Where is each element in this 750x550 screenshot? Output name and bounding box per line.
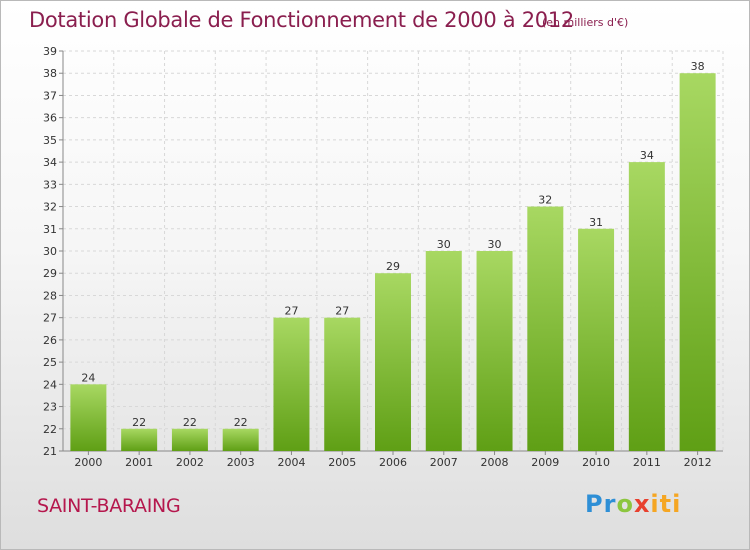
y-tick-label: 30 [43, 245, 57, 258]
bar [121, 428, 158, 451]
value-label: 30 [437, 238, 451, 251]
value-labels: 24 22 22 22 27 27 29 30 30 32 31 34 38 [81, 60, 704, 429]
x-tick-label: 2007 [430, 456, 458, 469]
bar [324, 317, 361, 451]
value-label: 31 [589, 216, 603, 229]
value-label: 30 [488, 238, 502, 251]
bar [679, 73, 716, 451]
x-tick-label: 2008 [481, 456, 509, 469]
bar [527, 206, 564, 451]
y-tick-label: 36 [43, 112, 57, 125]
x-tick-label: 2002 [176, 456, 204, 469]
value-label: 22 [183, 416, 197, 429]
x-tick-label: 2004 [277, 456, 305, 469]
value-label: 34 [640, 149, 654, 162]
y-tick-label: 32 [43, 201, 57, 214]
x-tick-label: 2009 [531, 456, 559, 469]
y-tick-label: 31 [43, 223, 57, 236]
y-tick-label: 24 [43, 378, 57, 391]
bar [222, 428, 259, 451]
bar [273, 317, 310, 451]
bar [425, 251, 462, 451]
y-tick-label: 22 [43, 423, 57, 436]
proxiti-logo: Proxiti [585, 490, 682, 518]
value-label: 32 [538, 194, 552, 207]
value-label: 24 [81, 371, 95, 384]
x-tick-label: 2005 [328, 456, 356, 469]
value-label: 29 [386, 260, 400, 273]
y-tick-label: 25 [43, 356, 57, 369]
y-tick-label: 37 [43, 89, 57, 102]
y-tick-label: 29 [43, 267, 57, 280]
y-tick-label: 21 [43, 445, 57, 458]
x-tick-labels: 2000 2001 2002 2003 2004 2005 2006 2007 2008 2009… [74, 456, 711, 469]
value-label: 22 [234, 416, 248, 429]
value-label: 22 [132, 416, 146, 429]
bar [171, 428, 208, 451]
bars [70, 73, 716, 451]
y-tick-label: 35 [43, 134, 57, 147]
value-label: 27 [284, 305, 298, 318]
bar [628, 162, 665, 451]
x-tick-label: 2012 [684, 456, 712, 469]
chart-subtitle: (en milliers d'€) [542, 16, 629, 29]
commune-name: SAINT-BARAING [37, 495, 181, 517]
bar [70, 384, 107, 451]
x-tick-label: 2003 [227, 456, 255, 469]
y-tick-label: 33 [43, 178, 57, 191]
bar [578, 228, 615, 451]
y-tick-labels: 21 22 23 24 25 26 27 28 29 30 31 32 33 34 35 36 37 38 39 [43, 45, 57, 458]
y-tick-label: 34 [43, 156, 57, 169]
value-label: 27 [335, 305, 349, 318]
x-tick-label: 2000 [74, 456, 102, 469]
y-tick-label: 23 [43, 401, 57, 414]
x-tick-label: 2010 [582, 456, 610, 469]
x-tick-label: 2006 [379, 456, 407, 469]
y-tick-label: 26 [43, 334, 57, 347]
chart-title: Dotation Globale de Fonctionnement de 20… [29, 8, 574, 32]
y-tick-label: 39 [43, 45, 57, 58]
bar [476, 251, 513, 451]
x-tick-label: 2011 [633, 456, 661, 469]
y-tick-label: 38 [43, 67, 57, 80]
bar [375, 273, 411, 451]
y-tick-label: 28 [43, 289, 57, 302]
x-tick-label: 2001 [125, 456, 153, 469]
value-label: 38 [691, 60, 705, 73]
y-tick-label: 27 [43, 312, 57, 325]
